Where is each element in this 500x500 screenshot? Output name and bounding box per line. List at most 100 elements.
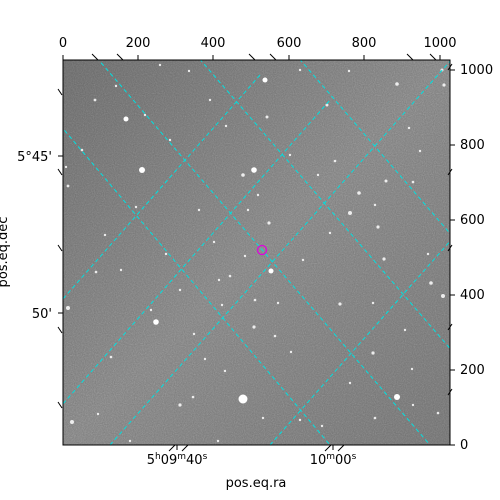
star	[429, 281, 433, 285]
star	[289, 350, 293, 354]
star	[203, 357, 207, 361]
grid-line	[299, 60, 450, 235]
star	[153, 319, 159, 325]
star	[238, 394, 248, 404]
top-tick-label: 600	[277, 36, 302, 51]
plot-frame	[62, 59, 451, 446]
axis-tick	[57, 88, 63, 96]
top-tick-label: 400	[201, 36, 226, 51]
star	[134, 205, 138, 209]
star	[411, 180, 415, 184]
star	[426, 252, 430, 256]
star	[265, 115, 269, 119]
star	[251, 167, 257, 173]
star	[80, 148, 84, 152]
axis-tick	[447, 168, 453, 176]
axis-tick	[57, 401, 63, 409]
star	[224, 124, 228, 128]
star	[208, 98, 212, 102]
star	[96, 412, 100, 416]
grid-line	[199, 60, 450, 350]
left-tick-label: 5°45'	[17, 150, 52, 165]
right-tick-label: 400	[460, 288, 485, 303]
axis-tick	[248, 53, 256, 61]
top-tick-label: 0	[59, 36, 67, 51]
star	[223, 369, 227, 373]
axis-tick	[337, 444, 345, 452]
left-tick-label: 50'	[32, 307, 52, 322]
star	[168, 138, 172, 142]
grid-line	[269, 240, 450, 445]
star	[216, 439, 220, 443]
star	[325, 103, 329, 107]
star	[149, 308, 153, 312]
star	[371, 301, 375, 305]
star	[119, 268, 123, 272]
star	[241, 173, 245, 177]
bottom-tick-label-1: 5h09m40s	[147, 452, 208, 468]
axis-tick	[116, 53, 124, 61]
top-axis: 0 200 400 600 800 1000	[59, 36, 457, 51]
star	[192, 332, 196, 336]
axis-tick	[447, 244, 453, 252]
bottom-axis: 5h09m40s 10m00s	[147, 452, 357, 468]
star	[109, 355, 113, 359]
star	[411, 403, 415, 407]
star	[407, 126, 411, 130]
star	[395, 82, 399, 86]
star	[94, 270, 98, 274]
star	[441, 294, 445, 298]
target-marker	[256, 244, 268, 256]
axis-tick	[57, 168, 63, 176]
axis-tick	[168, 444, 176, 452]
star	[301, 258, 305, 262]
star	[128, 439, 132, 443]
x-axis-title: pos.eq.ra	[226, 476, 287, 491]
star	[347, 69, 351, 73]
star	[298, 68, 302, 72]
star	[93, 98, 97, 102]
star	[191, 395, 195, 399]
right-tick-label: 0	[460, 438, 468, 453]
star	[288, 153, 292, 157]
star	[158, 63, 162, 67]
star	[178, 403, 182, 407]
axis-tick	[269, 53, 277, 61]
axis-tick	[406, 53, 414, 61]
sky-shading	[63, 60, 450, 445]
axis-tick	[429, 53, 437, 61]
star	[243, 254, 247, 258]
right-tick-label: 1000	[460, 63, 493, 78]
star	[418, 149, 422, 153]
axis-tick	[324, 444, 332, 452]
axis-tick	[57, 326, 63, 334]
star	[273, 334, 277, 338]
star	[217, 278, 221, 282]
star	[103, 233, 107, 237]
star	[252, 325, 256, 329]
axis-tick	[91, 53, 99, 61]
star	[228, 274, 232, 278]
grid-line	[63, 99, 331, 405]
star	[328, 231, 332, 235]
top-tick-label: 200	[126, 36, 151, 51]
star	[410, 367, 414, 371]
top-tick-label: 800	[352, 36, 377, 51]
star	[298, 418, 302, 422]
star	[70, 420, 74, 424]
star	[66, 306, 70, 310]
axis-tick	[57, 244, 63, 252]
star	[333, 159, 337, 163]
star	[316, 173, 320, 177]
axis-tick	[447, 63, 453, 71]
axis-tick	[447, 323, 453, 331]
star	[348, 211, 352, 215]
star	[267, 221, 271, 225]
sky-image	[63, 60, 450, 445]
axis-ticks	[57, 53, 455, 452]
coordinate-grid	[63, 60, 450, 445]
star	[253, 298, 257, 302]
star	[114, 84, 118, 88]
star	[338, 302, 342, 306]
